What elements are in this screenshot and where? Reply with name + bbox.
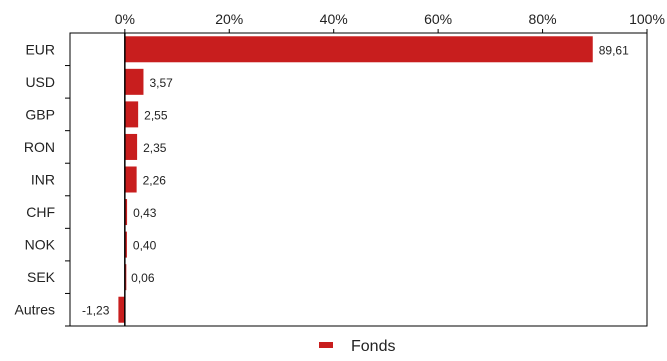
data-label: 3,57: [149, 76, 173, 90]
bar: [124, 68, 144, 95]
x-tick-label: 20%: [215, 11, 243, 27]
data-label: 2,35: [143, 141, 167, 155]
bar: [124, 36, 593, 63]
data-label: 2,55: [144, 108, 168, 122]
bar: [118, 296, 125, 323]
legend: Fonds: [319, 338, 395, 355]
data-label: 0,06: [131, 271, 155, 285]
category-label: EUR: [25, 41, 55, 57]
plot-frame: [69, 32, 648, 327]
x-tick-label: 80%: [529, 11, 557, 27]
category-label: NOK: [25, 237, 56, 253]
bar: [124, 101, 139, 128]
data-label: 2,26: [143, 174, 167, 188]
x-tick-label: 40%: [320, 11, 348, 27]
category-label: GBP: [25, 106, 55, 122]
category-label: CHF: [26, 204, 55, 220]
category-label: Autres: [15, 302, 55, 318]
legend-label-fonds: Fonds: [351, 338, 395, 355]
data-label: 89,61: [599, 43, 629, 57]
bars: [118, 36, 593, 323]
x-tick-label: 0%: [115, 11, 135, 27]
bar: [124, 166, 137, 193]
data-label: -1,23: [82, 304, 110, 318]
x-axis: 0% 20% 40% 60% 80% 100%: [115, 11, 665, 33]
category-label: RON: [24, 139, 55, 155]
x-tick-label: 100%: [629, 11, 665, 27]
data-label: 0,40: [133, 239, 157, 253]
y-axis: EUR USD GBP RON INR CHF NOK SEK Autres: [15, 41, 70, 327]
data-labels: 89,61 3,57 2,55 2,35 2,26 0,43 0,40 0,06 -1,23: [82, 43, 629, 317]
legend-swatch-fonds: [319, 342, 333, 348]
x-tick-label: 60%: [424, 11, 452, 27]
bar: [124, 231, 127, 258]
category-label: USD: [25, 74, 55, 90]
bar: [124, 133, 138, 160]
category-label: INR: [31, 172, 55, 188]
data-label: 0,43: [133, 206, 157, 220]
bar: [124, 199, 128, 226]
category-label: SEK: [27, 269, 56, 285]
